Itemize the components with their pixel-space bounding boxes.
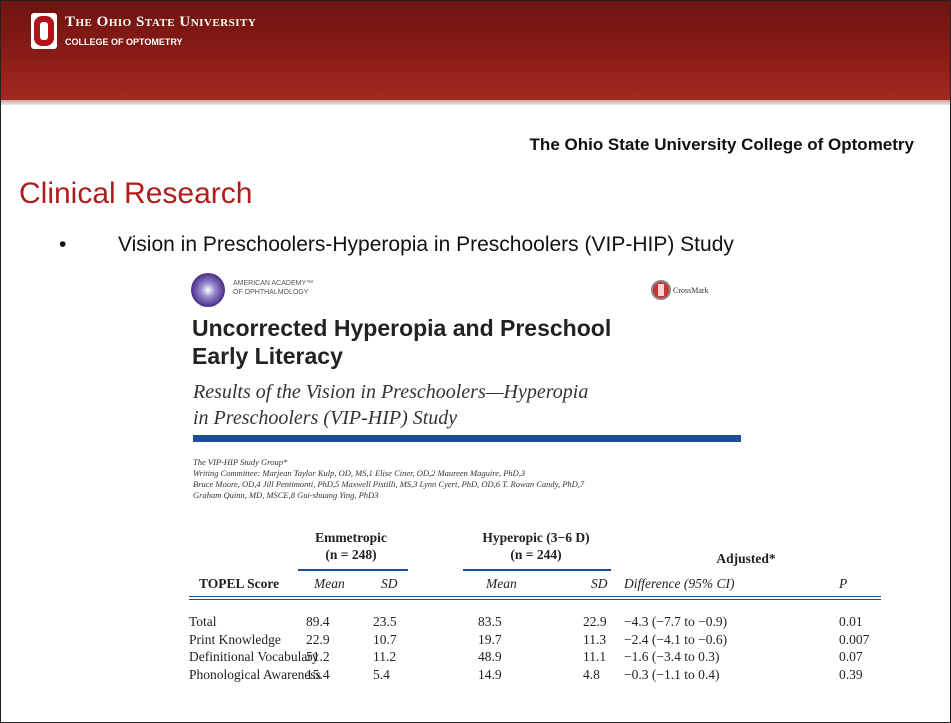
publisher-line: OF OPHTHALMOLOGY [233,289,309,296]
header-rule [189,596,881,597]
bullet-marker: • [59,233,67,256]
group-header: Hyperopic (3−6 D) [482,530,590,545]
table-cell: 11.3 [583,631,607,647]
table-cell: 0.07 [839,649,863,664]
table-cell: Total [189,614,217,629]
crossmark-text: CrossMark [673,286,709,295]
table-cell: Definitional Vocabulary [189,649,319,664]
table-cell: −1.6 (−3.4 to 0.3) [624,649,720,664]
column-header: SD [591,576,608,591]
paper-title: Early Literacy [192,343,343,369]
table-cell: 5.4 [373,666,390,682]
table-cell: 23.5 [373,614,397,629]
bullet-text: Vision in Preschoolers-Hyperopia in Pres… [118,233,734,256]
publisher-line: AMERICAN ACADEMY™ [233,280,314,287]
group-header: Adjusted* [716,551,776,566]
column-header: SD [381,576,398,591]
group-header: (n = 248) [325,547,377,562]
osu-logo [31,13,57,49]
table-cell: Print Knowledge [189,631,281,647]
table-cell: 48.9 [478,649,502,664]
table-cell: 4.8 [583,666,600,682]
table-cell: −4.3 (−7.7 to −0.9) [624,614,728,629]
table-cell: 11.2 [373,649,397,664]
table-cell: 11.1 [583,649,607,664]
table-cell: 83.5 [478,614,502,629]
table-cell: 22.9 [306,631,330,647]
slide-title: Clinical Research [19,177,253,210]
slide-subtitle: The Ohio State University College of Opt… [529,135,914,154]
column-header: Difference (95% CI) [624,576,735,591]
crossmark-icon [651,280,671,300]
header-bar [1,1,950,103]
table-cell: 19.7 [478,631,502,647]
aao-logo [191,273,225,307]
group-header: Emmetropic [315,530,387,545]
table-cell: −2.4 (−4.1 to −0.6) [624,631,728,647]
column-header: P [839,576,848,591]
group-rule [298,569,408,571]
group-rule [463,569,611,571]
table-cell: 89.4 [306,614,330,629]
table-cell: 10.7 [373,631,397,647]
blue-rule [193,435,741,442]
table-cell: 51.2 [306,649,330,664]
table-cell: 14.9 [478,666,502,682]
column-header: Mean [486,576,517,591]
table-cell: 0.007 [839,631,870,647]
table-cell: Phonological Awareness [189,666,321,682]
header-rule [189,599,881,600]
table-cell: −0.3 (−1.1 to 0.4) [624,666,720,682]
author-line: Graham Quinn, MD, MSCE,8 Gui-shuang Ying… [193,490,379,500]
header-divider [1,100,950,105]
author-line: Writing Committee: Marjean Taylor Kulp, … [193,468,526,478]
paper-subtitle: Results of the Vision in Preschoolers—Hy… [193,381,589,403]
table-cell: 15.4 [306,666,330,682]
author-line: The VIP-HIP Study Group* [193,457,288,467]
group-header: (n = 244) [510,547,562,562]
college-name: COLLEGE OF OPTOMETRY [65,37,183,47]
university-name: The Ohio State University [65,14,257,30]
paper-title: Uncorrected Hyperopia and Preschool [192,315,612,341]
table-cell: 22.9 [583,614,607,629]
column-header: TOPEL Score [199,576,280,591]
table-cell: 0.01 [839,614,863,629]
table-cell: 0.39 [839,666,863,682]
author-line: Bruce Moore, OD,4 Jill Pentimonti, PhD,5… [193,479,585,489]
column-header: Mean [314,576,345,591]
paper-subtitle: in Preschoolers (VIP-HIP) Study [193,407,458,429]
